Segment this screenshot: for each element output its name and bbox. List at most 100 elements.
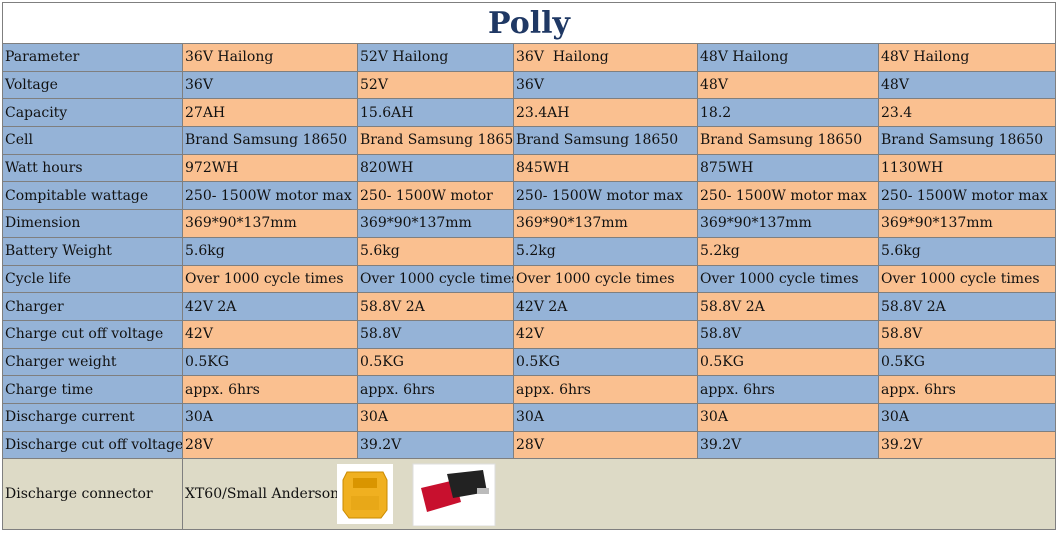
cell: 30A <box>357 402 514 432</box>
cell: 36V <box>182 70 358 100</box>
row-label: Cell <box>2 126 183 155</box>
cell: Brand Samsung 18650 <box>878 126 1056 155</box>
row-label: Discharge cut off voltage <box>2 430 183 460</box>
row-label: Charge cut off voltage <box>2 319 183 349</box>
row-label: Charger <box>2 292 183 321</box>
cell: 5.2kg <box>697 236 879 266</box>
cell: 875WH <box>697 153 879 183</box>
cell: 820WH <box>357 153 514 183</box>
row-label: Capacity <box>2 98 183 128</box>
cell: 0.5KG <box>182 347 358 377</box>
cell: 42V 2A <box>513 292 698 321</box>
cell: 42V <box>182 319 358 349</box>
cell: Over 1000 cycle times <box>697 264 879 294</box>
cell: appx. 6hrs <box>513 375 698 404</box>
cell: 5.6kg <box>182 236 358 266</box>
cell: 58.8V 2A <box>357 292 514 321</box>
cell: 0.5KG <box>513 347 698 377</box>
cell: 369*90*137mm <box>357 209 514 238</box>
cell: 369*90*137mm <box>697 209 879 238</box>
cell: 1130WH <box>878 153 1056 183</box>
title: Polly <box>2 2 1056 44</box>
cell: 42V <box>513 319 698 349</box>
table-row: Discharge cut off voltage 28V 39.2V 28V 39.2… <box>2 430 1056 460</box>
row-label: Charge time <box>2 375 183 404</box>
cell: 36V Hailong <box>513 43 698 72</box>
cell: 58.8V <box>697 319 879 349</box>
cell: 0.5KG <box>878 347 1056 377</box>
cell: 39.2V <box>357 430 514 460</box>
row-label: Charger weight <box>2 347 183 377</box>
cell: 27AH <box>182 98 358 128</box>
cell: 250- 1500W motor max <box>878 181 1056 211</box>
cell: 48V Hailong <box>697 43 879 72</box>
cell: 0.5KG <box>357 347 514 377</box>
cell: 58.8V 2A <box>878 292 1056 321</box>
cell: Brand Samsung 18650 <box>182 126 358 155</box>
table-row: Battery Weight 5.6kg 5.6kg 5.2kg 5.2kg 5.6kg <box>2 236 1056 266</box>
cell: 58.8V <box>878 319 1056 349</box>
cell: 42V 2A <box>182 292 358 321</box>
cell: 39.2V <box>697 430 879 460</box>
table-row: Charge cut off voltage 42V 58.8V 42V 58.8V 58… <box>2 319 1056 349</box>
row-label: Battery Weight <box>2 236 183 266</box>
row-label: Discharge current <box>2 402 183 432</box>
cell: 369*90*137mm <box>878 209 1056 238</box>
cell: 369*90*137mm <box>513 209 698 238</box>
cell: Brand Samsung 18650 <box>357 126 514 155</box>
cell: 23.4 <box>878 98 1056 128</box>
cell: 845WH <box>513 153 698 183</box>
cell: 23.4AH <box>513 98 698 128</box>
cell: 48V <box>697 70 879 100</box>
cell: 5.2kg <box>513 236 698 266</box>
cell: 972WH <box>182 153 358 183</box>
cell: 30A <box>697 402 879 432</box>
cell: 28V <box>182 430 358 460</box>
table-row: Capacity 27AH 15.6AH 23.4AH 18.2 23.4 <box>2 98 1056 128</box>
table-row: Charger 42V 2A 58.8V 2A 42V 2A 58.8V 2A 58.8V… <box>2 292 1056 321</box>
cell: 36V Hailong <box>182 43 358 72</box>
cell: 5.6kg <box>878 236 1056 266</box>
cell: 15.6AH <box>357 98 514 128</box>
cell: 36V <box>513 70 698 100</box>
cell: 48V <box>878 70 1056 100</box>
row-label: Cycle life <box>2 264 183 294</box>
table-row: Watt hours 972WH 820WH 845WH 875WH 1130WH <box>2 153 1056 183</box>
cell: appx. 6hrs <box>357 375 514 404</box>
cell: 250- 1500W motor max <box>513 181 698 211</box>
table-row: Cell Brand Samsung 18650 Brand Samsung 186… <box>2 126 1056 155</box>
cell: 250- 1500W motor max <box>182 181 358 211</box>
cell: 369*90*137mm <box>182 209 358 238</box>
cell: 0.5KG <box>697 347 879 377</box>
table-row: Parameter 36V Hailong 52V Hailong 36V Hailo… <box>2 43 1056 72</box>
cell: appx. 6hrs <box>182 375 358 404</box>
cell: 250- 1500W motor max <box>697 181 879 211</box>
cell: 28V <box>513 430 698 460</box>
connector-row: Discharge connector XT60/Small Anderson <box>2 458 1056 531</box>
cell: 48V Hailong <box>878 43 1056 72</box>
table-row: Voltage 36V 52V 36V 48V 48V <box>2 70 1056 100</box>
cell: 18.2 <box>697 98 879 128</box>
cell: 250- 1500W motor <box>357 181 514 211</box>
row-label: Discharge connector <box>2 458 183 531</box>
row-label: Dimension <box>2 209 183 238</box>
cell: Over 1000 cycle times <box>878 264 1056 294</box>
cell: 52V <box>357 70 514 100</box>
cell: Over 1000 cycle times <box>182 264 358 294</box>
cell: 30A <box>878 402 1056 432</box>
connector-cell: XT60/Small Anderson <box>182 458 1056 531</box>
cell: Brand Samsung 18650 <box>513 126 698 155</box>
cell: appx. 6hrs <box>878 375 1056 404</box>
table-row: Charger weight 0.5KG 0.5KG 0.5KG 0.5KG 0.5KG <box>2 347 1056 377</box>
table-row: Compitable wattage 250- 1500W motor max 25… <box>2 181 1056 211</box>
cell: Over 1000 cycle times <box>357 264 514 294</box>
cell: Over 1000 cycle times <box>513 264 698 294</box>
cell: 30A <box>182 402 358 432</box>
row-label: Voltage <box>2 70 183 100</box>
table-row: Charge time appx. 6hrs appx. 6hrs appx. 6hr… <box>2 375 1056 404</box>
cell: 30A <box>513 402 698 432</box>
table-row: Cycle life Over 1000 cycle times Over 1000… <box>2 264 1056 294</box>
row-label: Watt hours <box>2 153 183 183</box>
cell: 39.2V <box>878 430 1056 460</box>
